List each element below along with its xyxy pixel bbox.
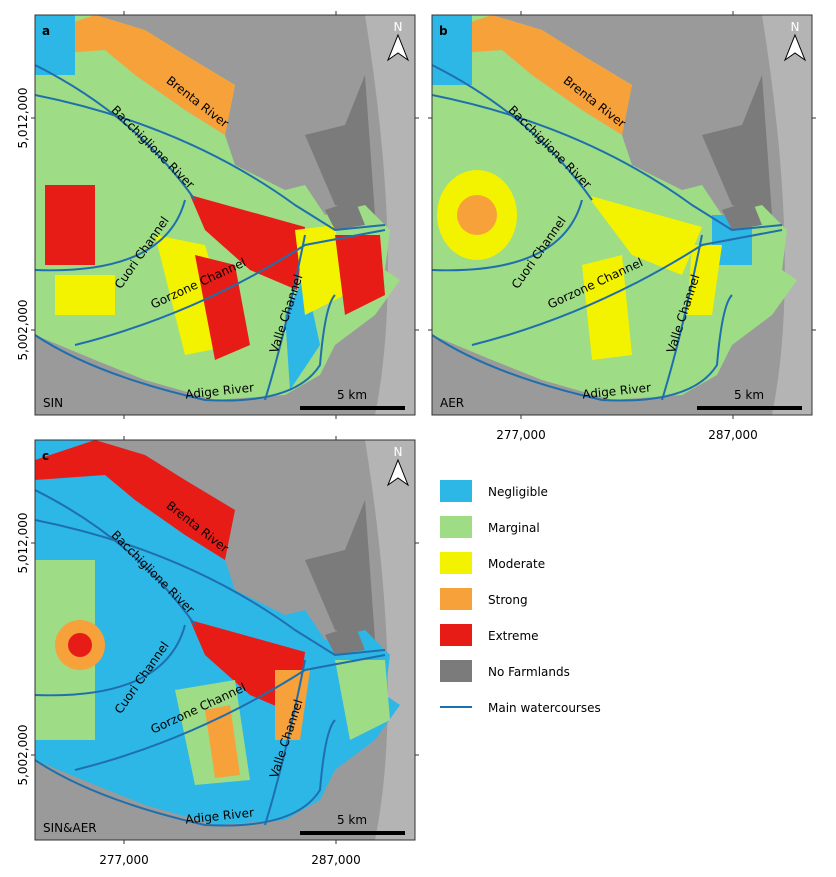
watercourse [35, 94, 386, 232]
watercourse [35, 64, 196, 201]
watercourse [74, 229, 386, 346]
x-tick-label: 287,000 [311, 853, 361, 867]
risk-patch [432, 15, 472, 85]
north-arrow [386, 33, 410, 62]
scale-label: 5 km [337, 813, 367, 827]
risk-patch [55, 275, 115, 315]
watercourse [35, 489, 196, 626]
legend: Negligible Marginal Moderate Strong Extreme N… [440, 480, 601, 715]
watercourse [432, 94, 783, 232]
risk-patch [285, 275, 320, 390]
panel-label: SIN&AER [43, 821, 97, 835]
watercourse [264, 234, 306, 401]
risk-patch [275, 670, 310, 740]
nofarm-area [305, 75, 375, 215]
frame [34, 439, 416, 841]
sea [365, 440, 415, 840]
north-label: N [394, 20, 403, 34]
legend-label: Extreme [488, 629, 539, 643]
watercourse [35, 519, 386, 657]
risk-patch [335, 660, 390, 740]
legend-label: Marginal [488, 521, 540, 535]
risk-patch [432, 15, 632, 135]
risk-patch [35, 15, 75, 75]
nofarm-patch [722, 200, 762, 230]
legend-label: Main watercourses [488, 701, 601, 715]
north-arrow [386, 458, 410, 487]
panel-letter: b [439, 24, 448, 38]
watercourse [74, 654, 386, 771]
legend-swatch [440, 552, 472, 574]
frame [34, 14, 416, 416]
scale-bar [300, 831, 405, 835]
north-label: N [791, 20, 800, 34]
y-tick-label: 5,002,000 [16, 299, 30, 360]
watercourse [432, 64, 593, 201]
x-tick-label: 287,000 [708, 428, 758, 442]
legend-swatch [440, 588, 472, 610]
watercourse [35, 624, 186, 697]
legend-label: No Farmlands [488, 665, 570, 679]
risk-patch [35, 15, 235, 135]
legend-swatch [440, 480, 472, 502]
frame [431, 14, 813, 416]
scale-label: 5 km [337, 388, 367, 402]
x-tick-label: 277,000 [99, 853, 149, 867]
watercourse [432, 294, 733, 402]
legend-label: Strong [488, 593, 528, 607]
scale-bar [697, 406, 802, 410]
sea [365, 15, 415, 415]
nofarm-area [305, 500, 375, 640]
risk-patch [295, 225, 345, 315]
panel-letter: c [42, 449, 49, 463]
risk-patch [190, 195, 305, 290]
north-label: N [394, 445, 403, 459]
risk-patch [205, 705, 240, 778]
risk-patch [457, 195, 497, 235]
risk-patch [587, 195, 702, 275]
watercourse [432, 199, 583, 272]
north-arrow [783, 33, 807, 62]
risk-patch [45, 185, 95, 265]
legend-swatch [440, 624, 472, 646]
y-tick-label: 5,012,000 [16, 512, 30, 573]
y-tick-label: 5,002,000 [16, 724, 30, 785]
x-tick-label: 277,000 [496, 428, 546, 442]
nofarm-area [702, 75, 772, 215]
watercourse [264, 659, 306, 826]
sea [762, 15, 812, 415]
panel-letter: a [42, 24, 50, 38]
legend-label: Moderate [488, 557, 545, 571]
watercourse [661, 234, 703, 401]
legend-swatch [440, 516, 472, 538]
nofarm-patch [325, 625, 365, 655]
legend-label: Negligible [488, 485, 548, 499]
scale-bar [300, 406, 405, 410]
risk-patch [582, 255, 632, 360]
nofarm-patch [325, 200, 365, 230]
risk-patch [68, 633, 92, 657]
legend-swatch [440, 660, 472, 682]
watercourse [471, 229, 783, 346]
watercourse [35, 719, 336, 827]
risk-patch [195, 255, 250, 360]
y-tick-label: 5,012,000 [16, 87, 30, 148]
watercourse [35, 199, 186, 272]
panel-label: SIN [43, 396, 63, 410]
risk-patch [35, 440, 235, 560]
watercourse [35, 294, 336, 402]
scale-label: 5 km [734, 388, 764, 402]
risk-patch [335, 235, 385, 315]
panel-label: AER [440, 396, 464, 410]
